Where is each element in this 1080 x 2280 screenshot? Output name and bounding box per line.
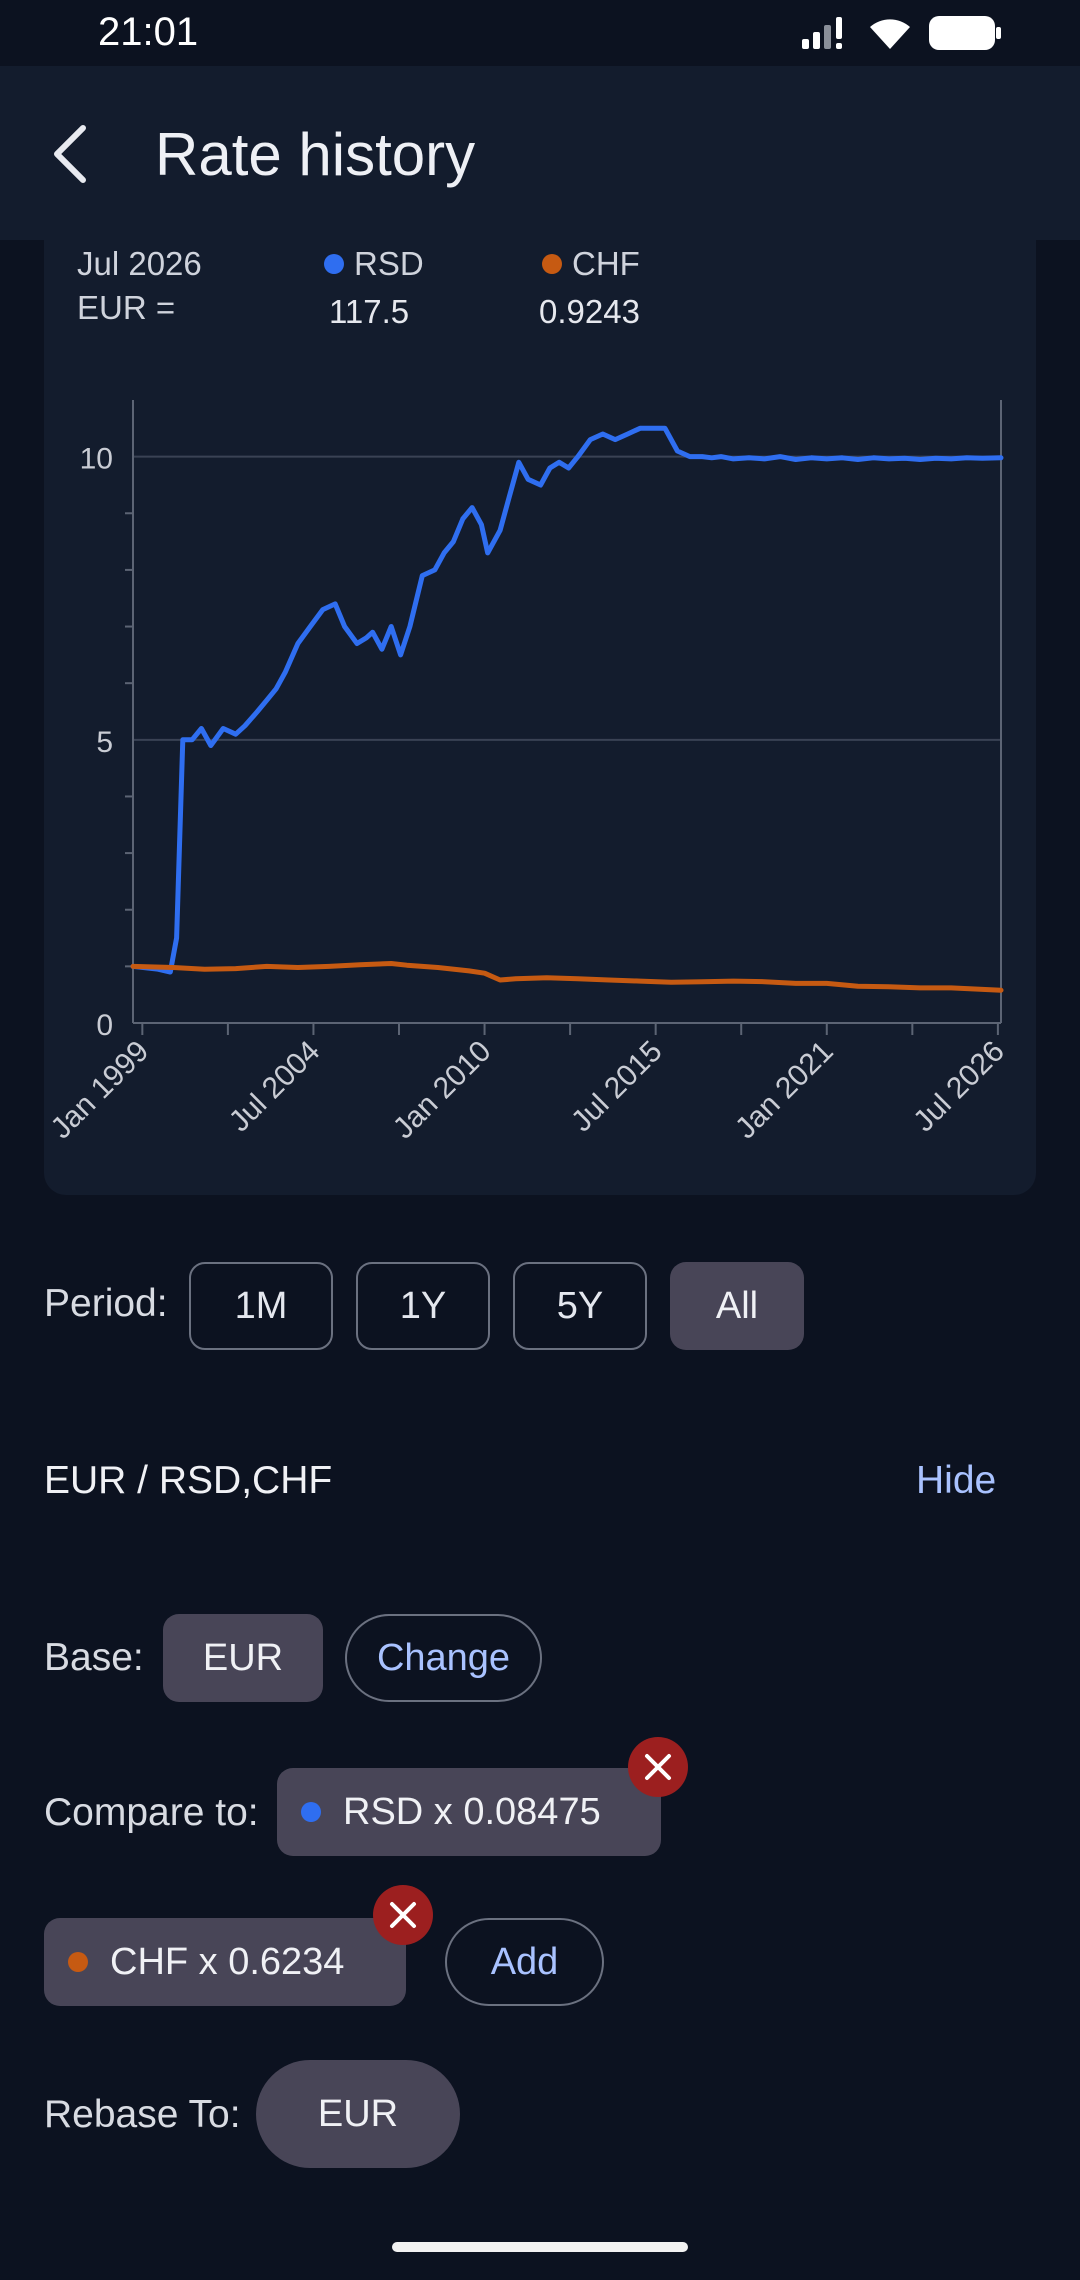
line-chart[interactable]: 0 5 10 Jan 1999 Jul 2004 Jan 2010 Jul 2015 Jan … [44,240,1036,1195]
rebase-currency-button[interactable]: EUR [256,2060,460,2168]
chart-header: Jul 2026 EUR = RSD 117.5 CHF 0.9243 [44,240,1036,360]
compare-label: Compare to: [44,1791,259,1834]
x-tick-label: Jan 2021 [729,1035,840,1146]
wifi-icon [870,19,910,49]
change-base-button[interactable]: Change [345,1614,542,1702]
legend-rsd: RSD [324,242,424,286]
status-bar: 21:01 [0,0,1080,66]
status-time: 21:01 [98,10,199,54]
compare-chip-chf[interactable]: CHF x 0.6234 [44,1918,406,2006]
base-currency[interactable]: EUR [163,1614,323,1702]
series-line-chf [130,961,1004,993]
battery-icon [929,16,1001,50]
y-tick-label: 10 [80,443,113,476]
compare-chip-chf-label: CHF x 0.6234 [110,1940,345,1983]
rsd-dot [301,1802,321,1822]
x-tick-label: Jul 2026 [907,1035,1011,1139]
back-button[interactable] [30,114,110,194]
status-icons [800,14,1002,52]
pair-title: EUR / RSD,CHF [44,1459,333,1502]
legend-chf-value: 0.9243 [539,293,640,330]
compare-chip-rsd[interactable]: RSD x 0.08475 [277,1768,661,1856]
series-line-rsd [130,425,1004,975]
chart-card: Jul 2026 EUR = RSD 117.5 CHF 0.9243 0 5 10… [44,240,1036,1195]
legend-chf-name: CHF [572,245,640,282]
signal-icon [802,17,842,49]
chevron-left-icon [54,125,86,183]
period-1y-button[interactable]: 1Y [356,1262,490,1350]
y-tick-label: 0 [96,1009,113,1042]
chf-dot [68,1952,88,1972]
close-icon [645,1754,671,1780]
chart-base-text: EUR = [77,289,176,326]
legend-rsd-value: 117.5 [329,293,410,330]
add-compare-button[interactable]: Add [445,1918,604,2006]
y-tick-label: 5 [96,726,113,759]
remove-chf-button[interactable] [373,1885,433,1945]
page-title: Rate history [155,121,476,188]
period-1m-button[interactable]: 1M [189,1262,333,1350]
legend-rsd-name: RSD [354,245,424,282]
chf-dot [542,254,562,274]
close-icon [390,1902,416,1928]
remove-rsd-button[interactable] [628,1737,688,1797]
base-label: Base: [44,1636,144,1679]
legend-chf: CHF [542,242,640,286]
x-tick-label: Jul 2004 [223,1035,327,1139]
chart-date: Jul 2026 [77,245,202,282]
compare-chip-rsd-label: RSD x 0.08475 [343,1790,601,1833]
home-indicator [392,2242,688,2252]
x-tick-label: Jan 1999 [45,1035,156,1146]
hide-button[interactable]: Hide [916,1459,997,1502]
x-tick-label: Jul 2015 [565,1035,669,1139]
x-tick-label: Jan 2010 [387,1035,498,1146]
app-bar: Rate history [0,66,1080,240]
period-label: Period: [44,1282,168,1325]
period-all-button[interactable]: All [670,1262,804,1350]
period-5y-button[interactable]: 5Y [513,1262,647,1350]
rebase-label: Rebase To: [44,2093,241,2136]
rsd-dot [324,254,344,274]
